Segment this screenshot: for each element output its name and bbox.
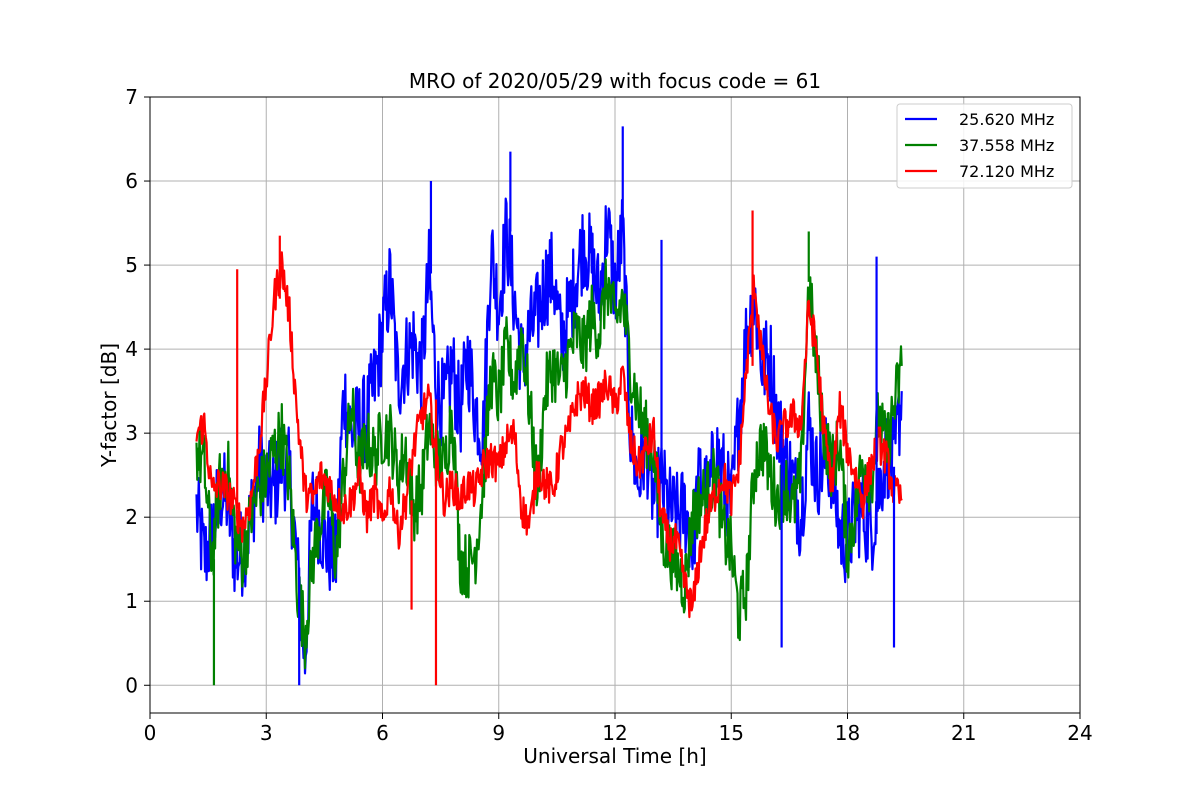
x-tick-label: 0	[144, 721, 157, 745]
series-line-1	[195, 197, 903, 675]
x-axis: 0 3 6 9 12 15 18 21 24	[144, 713, 1093, 745]
legend-label: 72.120 MHz	[959, 162, 1054, 181]
x-tick-label: 3	[260, 721, 273, 745]
y-tick-label: 7	[125, 85, 138, 109]
legend-box	[896, 103, 1073, 189]
y-axis: 0 1 2 3 4 5 6 7	[125, 85, 150, 697]
legend-label: 25.620 MHz	[959, 110, 1054, 129]
x-tick-label: 12	[602, 721, 627, 745]
x-tick-label: 15	[719, 721, 744, 745]
series-line-3	[195, 251, 903, 619]
x-tick-label: 6	[376, 721, 389, 745]
y-tick-label: 4	[125, 337, 138, 361]
x-axis-label: Universal Time [h]	[523, 744, 706, 768]
legend: 25.620 MHz 37.558 MHz 72.120 MHz	[896, 103, 1073, 189]
chart-title: MRO of 2020/05/29 with focus code = 61	[409, 69, 821, 93]
x-tick-label: 9	[492, 721, 505, 745]
y-tick-label: 5	[125, 253, 138, 277]
legend-label: 37.558 MHz	[959, 136, 1054, 155]
x-tick-label: 24	[1067, 721, 1092, 745]
y-tick-label: 3	[125, 421, 138, 445]
y-tick-label: 1	[125, 589, 138, 613]
series-line-2	[195, 258, 903, 670]
x-tick-label: 18	[835, 721, 860, 745]
x-tick-label: 21	[951, 721, 976, 745]
y-tick-label: 6	[125, 169, 138, 193]
y-tick-label: 0	[125, 673, 138, 697]
y-tick-label: 2	[125, 505, 138, 529]
y-axis-label: Y-factor [dB]	[97, 343, 121, 468]
plot-lines	[195, 126, 903, 686]
